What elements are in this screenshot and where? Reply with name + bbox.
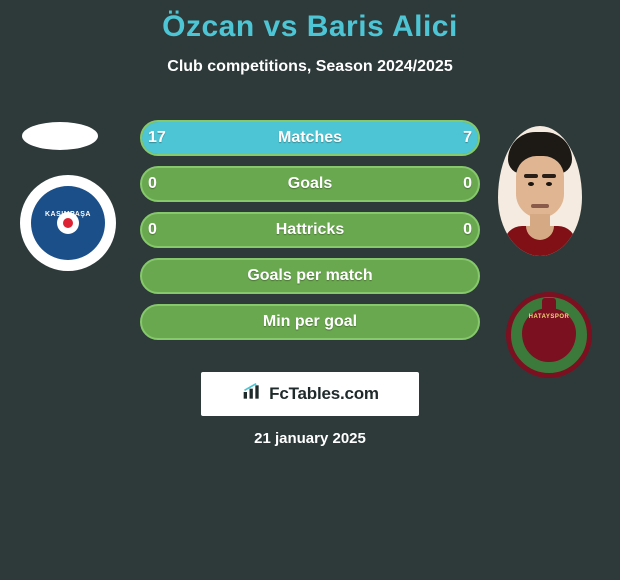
footer-date: 21 january 2025 [0, 430, 620, 447]
brand-badge: FcTables.com [201, 372, 419, 416]
stat-row: Hattricks00 [0, 212, 620, 248]
stat-row: Goals00 [0, 166, 620, 202]
stat-row: Matches177 [0, 120, 620, 156]
stat-value-left: 0 [148, 212, 157, 248]
chart-icon [241, 382, 263, 407]
brand-text: FcTables.com [269, 384, 379, 404]
stat-bar-track [140, 212, 480, 248]
stat-value-right: 0 [463, 166, 472, 202]
stat-row: Min per goal [0, 304, 620, 340]
stat-bar-track [140, 258, 480, 294]
stat-value-left: 0 [148, 166, 157, 202]
stat-bar-track [140, 166, 480, 202]
stat-value-right: 0 [463, 212, 472, 248]
page-title: Özcan vs Baris Alici [0, 0, 620, 44]
page-subtitle: Club competitions, Season 2024/2025 [0, 58, 620, 76]
stat-bar-track [140, 120, 480, 156]
stat-value-right: 7 [463, 120, 472, 156]
stat-bar-track [140, 304, 480, 340]
stat-value-left: 17 [148, 120, 166, 156]
stats-comparison-chart: Matches177Goals00Hattricks00Goals per ma… [0, 120, 620, 350]
stat-row: Goals per match [0, 258, 620, 294]
stat-bar-left [142, 122, 380, 154]
